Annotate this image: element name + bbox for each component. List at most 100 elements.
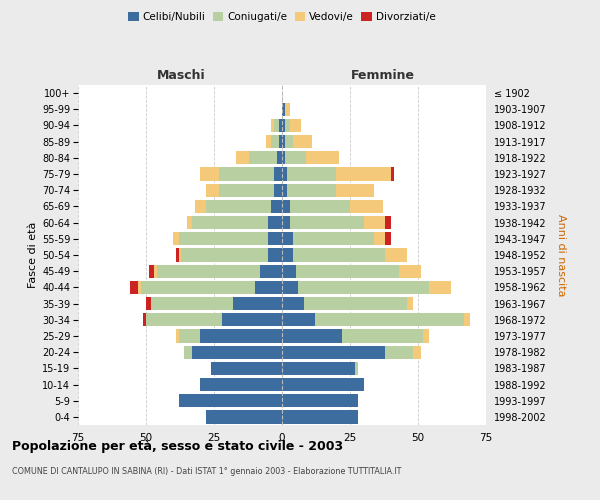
- Bar: [200, 330, 282, 342]
- Bar: [282, 297, 304, 310]
- Bar: [304, 297, 407, 310]
- Bar: [293, 232, 374, 245]
- Bar: [285, 135, 293, 148]
- Bar: [290, 216, 364, 230]
- Bar: [282, 135, 285, 148]
- Bar: [268, 216, 282, 230]
- Bar: [290, 200, 350, 213]
- Bar: [211, 362, 282, 375]
- Bar: [274, 119, 279, 132]
- Text: Popolazione per età, sesso e stato civile - 2003: Popolazione per età, sesso e stato civil…: [12, 440, 343, 453]
- Bar: [192, 216, 268, 230]
- Bar: [413, 346, 421, 359]
- Bar: [429, 280, 451, 294]
- Bar: [364, 216, 385, 230]
- Bar: [274, 184, 282, 197]
- Bar: [282, 264, 296, 278]
- Bar: [337, 168, 391, 180]
- Bar: [279, 135, 282, 148]
- Bar: [268, 248, 282, 262]
- Bar: [154, 264, 157, 278]
- Bar: [271, 200, 282, 213]
- Bar: [222, 313, 282, 326]
- Text: Maschi: Maschi: [157, 69, 206, 82]
- Bar: [285, 102, 290, 116]
- Bar: [293, 248, 385, 262]
- Bar: [187, 216, 192, 230]
- Bar: [236, 151, 250, 164]
- Bar: [179, 232, 268, 245]
- Bar: [296, 264, 399, 278]
- Bar: [285, 151, 307, 164]
- Bar: [206, 200, 271, 213]
- Bar: [146, 297, 151, 310]
- Bar: [282, 216, 290, 230]
- Bar: [391, 168, 394, 180]
- Bar: [277, 151, 282, 164]
- Bar: [176, 330, 179, 342]
- Bar: [298, 280, 429, 294]
- Bar: [385, 232, 391, 245]
- Text: COMUNE DI CANTALUPO IN SABINA (RI) - Dati ISTAT 1° gennaio 2003 - Elaborazione T: COMUNE DI CANTALUPO IN SABINA (RI) - Dat…: [12, 468, 401, 476]
- Bar: [206, 410, 282, 424]
- Bar: [233, 297, 282, 310]
- Bar: [290, 119, 301, 132]
- Bar: [282, 394, 358, 407]
- Bar: [282, 410, 358, 424]
- Bar: [195, 200, 206, 213]
- Bar: [282, 232, 293, 245]
- Bar: [143, 313, 146, 326]
- Bar: [271, 119, 274, 132]
- Bar: [282, 102, 285, 116]
- Bar: [200, 168, 220, 180]
- Bar: [274, 168, 282, 180]
- Bar: [179, 330, 200, 342]
- Bar: [179, 394, 282, 407]
- Bar: [282, 280, 298, 294]
- Bar: [149, 264, 154, 278]
- Bar: [282, 248, 293, 262]
- Bar: [271, 135, 279, 148]
- Bar: [337, 184, 374, 197]
- Bar: [282, 119, 285, 132]
- Bar: [157, 264, 260, 278]
- Bar: [282, 168, 287, 180]
- Bar: [282, 378, 364, 391]
- Bar: [140, 280, 255, 294]
- Bar: [464, 313, 470, 326]
- Y-axis label: Fasce di età: Fasce di età: [28, 222, 38, 288]
- Bar: [385, 248, 407, 262]
- Bar: [285, 119, 290, 132]
- Bar: [307, 151, 339, 164]
- Bar: [314, 313, 464, 326]
- Bar: [385, 346, 413, 359]
- Bar: [138, 280, 140, 294]
- Bar: [266, 135, 271, 148]
- Bar: [279, 119, 282, 132]
- Bar: [282, 313, 314, 326]
- Bar: [220, 168, 274, 180]
- Bar: [424, 330, 429, 342]
- Bar: [282, 362, 355, 375]
- Bar: [184, 346, 192, 359]
- Bar: [255, 280, 282, 294]
- Bar: [385, 216, 391, 230]
- Bar: [342, 330, 424, 342]
- Bar: [206, 184, 220, 197]
- Bar: [250, 151, 277, 164]
- Bar: [407, 297, 413, 310]
- Bar: [181, 248, 268, 262]
- Bar: [151, 297, 233, 310]
- Bar: [350, 200, 383, 213]
- Bar: [355, 362, 358, 375]
- Bar: [282, 346, 385, 359]
- Bar: [176, 248, 179, 262]
- Bar: [146, 313, 222, 326]
- Bar: [173, 232, 179, 245]
- Y-axis label: Anni di nascita: Anni di nascita: [556, 214, 566, 296]
- Bar: [200, 378, 282, 391]
- Bar: [260, 264, 282, 278]
- Bar: [293, 135, 312, 148]
- Bar: [220, 184, 274, 197]
- Bar: [179, 248, 181, 262]
